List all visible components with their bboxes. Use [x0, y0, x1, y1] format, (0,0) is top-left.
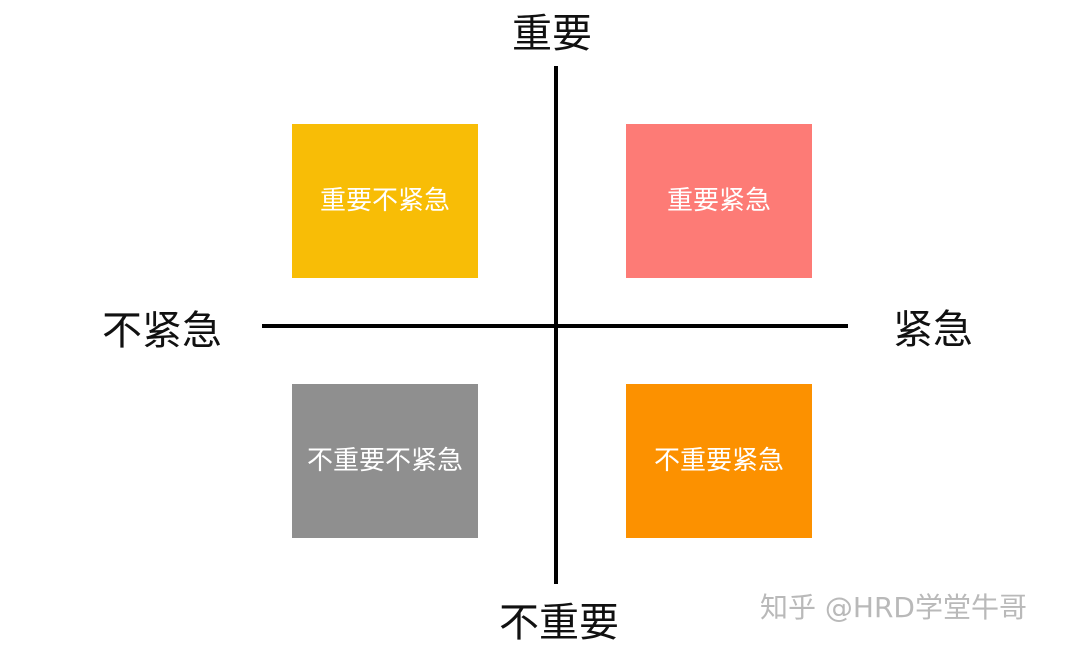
quadrant-important-urgent: 重要紧急 — [626, 124, 812, 278]
watermark-text: 知乎 @HRD学堂牛哥 — [760, 591, 1027, 624]
axis-label-important: 重要 — [512, 11, 592, 57]
quadrant-important-not-urgent: 重要不紧急 — [292, 124, 478, 278]
quadrant-label: 重要不紧急 — [319, 186, 450, 216]
quadrant-label: 不重要紧急 — [653, 446, 784, 476]
quadrant-not-important-not-urgent: 不重要不紧急 — [292, 384, 478, 538]
quadrant-label: 不重要不紧急 — [306, 446, 463, 476]
axis-label-urgent: 紧急 — [893, 307, 973, 353]
axis-label-not-important: 不重要 — [499, 600, 619, 646]
quadrant-label: 重要紧急 — [666, 186, 771, 216]
horizontal-axis-line — [262, 324, 848, 328]
quadrant-not-important-urgent: 不重要紧急 — [626, 384, 812, 538]
axis-label-not-urgent: 不紧急 — [102, 308, 222, 354]
